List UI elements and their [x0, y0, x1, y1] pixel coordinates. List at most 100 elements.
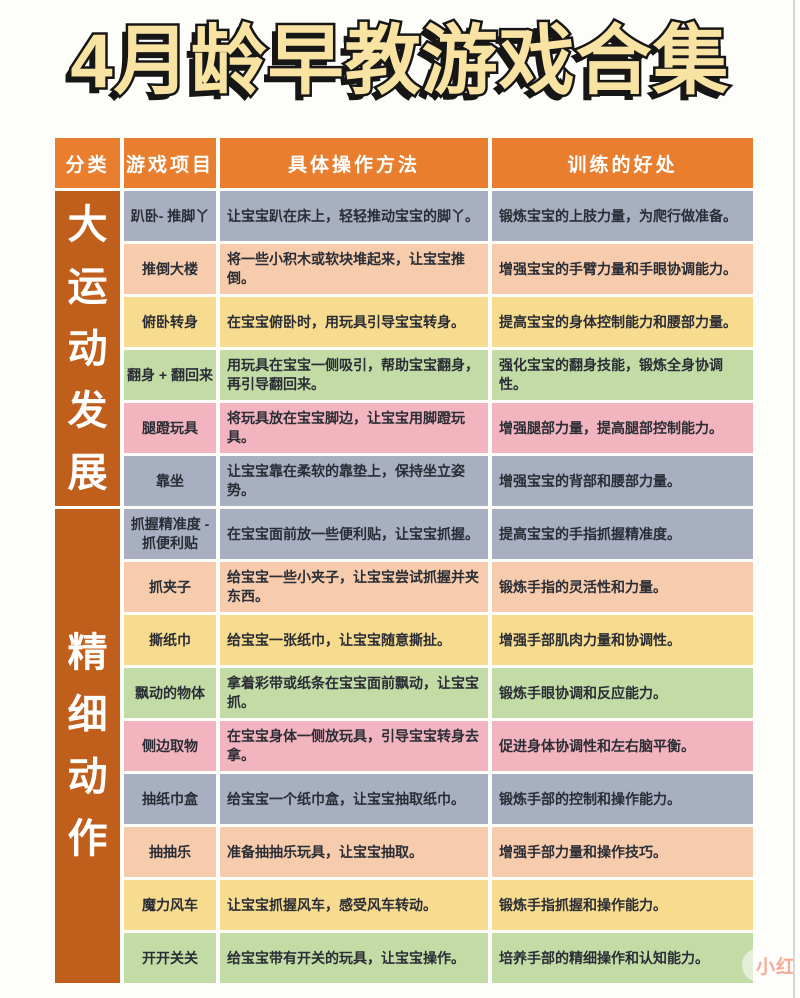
game-name-cell-text: 飘动的物体 — [135, 684, 205, 701]
method-cell: 在宝宝身体一侧放玩具，引导宝宝转身去拿。 — [220, 721, 488, 771]
game-name-cell: 撕纸巾 — [124, 615, 216, 665]
game-name-cell: 推倒大楼 — [124, 244, 216, 294]
game-name-cell: 趴卧- 推脚丫 — [124, 191, 216, 241]
method-cell-text: 用玩具在宝宝一侧吸引，帮助宝宝翻身，再引导翻回来。 — [227, 357, 479, 392]
method-cell-text: 在宝宝身体一侧放玩具，引导宝宝转身去拿。 — [227, 728, 479, 763]
game-name-cell-text: 趴卧- 推脚丫 — [130, 207, 210, 224]
game-name-cell: 腿蹬玩具 — [124, 403, 216, 453]
game-name-cell-text: 抽抽乐 — [149, 843, 191, 860]
benefit-cell-text: 锻炼手眼协调和反应能力。 — [499, 684, 667, 701]
benefit-cell-text: 增强手部力量和操作技巧。 — [499, 843, 667, 860]
method-cell-text: 让宝宝趴在床上，轻轻推动宝宝的脚丫。 — [227, 207, 479, 224]
method-cell-text: 在宝宝面前放一些便利贴，让宝宝抓握。 — [227, 525, 479, 542]
category-char: 动 — [67, 326, 108, 371]
game-name-cell-text: 推倒大楼 — [142, 260, 198, 277]
category-char: 大 — [67, 202, 108, 247]
watermark-text: 小红 — [756, 956, 797, 978]
method-cell: 让宝宝趴在床上，轻轻推动宝宝的脚丫。 — [220, 191, 488, 241]
column-header-benefit: 训练的好处 — [492, 138, 753, 188]
method-cell: 给宝宝一个纸巾盒，让宝宝抽取纸巾。 — [220, 774, 488, 824]
benefit-cell: 锻炼宝宝的上肢力量，为爬行做准备。 — [492, 191, 753, 241]
method-cell-text: 给宝宝一张纸巾，让宝宝随意撕扯。 — [227, 631, 451, 648]
benefit-cell-text: 增强手部肌肉力量和协调性。 — [499, 631, 681, 648]
game-name-cell: 俯卧转身 — [124, 297, 216, 347]
method-cell: 给宝宝一张纸巾，让宝宝随意撕扯。 — [220, 615, 488, 665]
benefit-cell-text: 强化宝宝的翻身技能，锻炼全身协调性。 — [499, 357, 723, 392]
benefit-cell: 强化宝宝的翻身技能，锻炼全身协调性。 — [492, 350, 753, 400]
method-cell: 给宝宝一些小夹子，让宝宝尝试抓握并夹东西。 — [220, 562, 488, 612]
category-char: 精 — [67, 631, 108, 675]
game-name-cell-text: 翻身 + 翻回来 — [127, 366, 213, 383]
game-name-cell: 翻身 + 翻回来 — [124, 350, 216, 400]
benefit-cell-text: 培养手部的精细操作和认知能力。 — [499, 949, 709, 966]
benefit-cell: 增强手部力量和操作技巧。 — [492, 827, 753, 877]
method-cell: 让宝宝靠在柔软的靠垫上，保持坐立姿势。 — [220, 456, 488, 506]
game-name-cell-text: 靠坐 — [156, 472, 184, 489]
method-cell: 将一些小积木或软块堆起来，让宝宝推倒。 — [220, 244, 488, 294]
benefit-cell: 增强宝宝的手臂力量和手眼协调能力。 — [492, 244, 753, 294]
method-cell: 用玩具在宝宝一侧吸引，帮助宝宝翻身，再引导翻回来。 — [220, 350, 488, 400]
method-cell-text: 在宝宝俯卧时，用玩具引导宝宝转身。 — [227, 313, 465, 330]
game-name-cell: 抓握精准度 - 抓便利贴 — [124, 509, 216, 559]
game-name-cell-text: 腿蹬玩具 — [142, 419, 198, 436]
category-char: 作 — [67, 817, 108, 861]
method-cell-text: 准备抽抽乐玩具，让宝宝抽取。 — [227, 843, 423, 860]
game-name-cell-text: 侧边取物 — [142, 737, 198, 754]
method-cell: 给宝宝带有开关的玩具，让宝宝操作。 — [220, 933, 488, 983]
game-name-cell-text: 抓握精准度 - 抓便利贴 — [130, 516, 210, 551]
method-cell-text: 将一些小积木或软块堆起来，让宝宝推倒。 — [227, 251, 465, 286]
benefit-cell: 锻炼手部的控制和操作能力。 — [492, 774, 753, 824]
game-name-cell-text: 撕纸巾 — [149, 631, 191, 648]
game-name-cell-text: 抓夹子 — [149, 578, 191, 595]
method-cell-text: 拿着彩带或纸条在宝宝面前飘动，让宝宝抓。 — [227, 675, 479, 710]
category-char: 展 — [67, 450, 108, 495]
column-header-game: 游戏项目 — [124, 138, 216, 188]
benefit-cell-text: 提高宝宝的身体控制能力和腰部力量。 — [499, 313, 737, 330]
page-title: 4月龄早教游戏合集 — [68, 17, 731, 107]
benefit-cell: 增强腿部力量，提高腿部控制能力。 — [492, 403, 753, 453]
benefit-cell-text: 提高宝宝的手指抓握精准度。 — [499, 525, 681, 542]
benefit-cell: 增强手部肌肉力量和协调性。 — [492, 615, 753, 665]
game-name-cell: 开开关关 — [124, 933, 216, 983]
method-cell: 准备抽抽乐玩具，让宝宝抽取。 — [220, 827, 488, 877]
benefit-cell-text: 锻炼宝宝的上肢力量，为爬行做准备。 — [499, 207, 737, 224]
game-name-cell: 靠坐 — [124, 456, 216, 506]
game-name-cell: 飘动的物体 — [124, 668, 216, 718]
benefit-cell: 锻炼手眼协调和反应能力。 — [492, 668, 753, 718]
method-cell: 将玩具放在宝宝脚边，让宝宝用脚蹬玩具。 — [220, 403, 488, 453]
category-label-fine-motor: 精细动作 — [55, 509, 120, 983]
benefit-cell-text: 增强宝宝的手臂力量和手眼协调能力。 — [499, 260, 737, 277]
games-table: 分类 游戏项目 具体操作方法 训练的好处大运动发展精细动作趴卧- 推脚丫 让宝宝趴在床上… — [55, 138, 753, 983]
game-name-cell-text: 开开关关 — [142, 949, 198, 966]
benefit-cell-text: 增强宝宝的背部和腰部力量。 — [499, 472, 681, 489]
benefit-cell: 增强宝宝的背部和腰部力量。 — [492, 456, 753, 506]
method-cell-text: 给宝宝一个纸巾盒，让宝宝抽取纸巾。 — [227, 790, 465, 807]
method-cell-text: 给宝宝带有开关的玩具，让宝宝操作。 — [227, 949, 465, 966]
category-char: 发 — [67, 388, 108, 433]
category-char: 运 — [67, 264, 108, 309]
benefit-cell-text: 锻炼手部的控制和操作能力。 — [499, 790, 681, 807]
game-name-cell: 抽纸巾盒 — [124, 774, 216, 824]
method-cell: 拿着彩带或纸条在宝宝面前飘动，让宝宝抓。 — [220, 668, 488, 718]
benefit-cell-text: 锻炼手指抓握和操作能力。 — [499, 896, 667, 913]
method-cell-text: 让宝宝抓握风车，感受风车转动。 — [227, 896, 437, 913]
benefit-cell: 锻炼手指抓握和操作能力。 — [492, 880, 753, 930]
game-name-cell: 抽抽乐 — [124, 827, 216, 877]
column-header-method: 具体操作方法 — [220, 138, 488, 188]
category-char: 动 — [67, 755, 108, 799]
game-name-cell-text: 魔力风车 — [142, 896, 198, 913]
benefit-cell: 促进身体协调性和左右脑平衡。 — [492, 721, 753, 771]
method-cell: 在宝宝俯卧时，用玩具引导宝宝转身。 — [220, 297, 488, 347]
method-cell-text: 给宝宝一些小夹子，让宝宝尝试抓握并夹东西。 — [227, 569, 479, 604]
game-name-cell: 侧边取物 — [124, 721, 216, 771]
method-cell: 让宝宝抓握风车，感受风车转动。 — [220, 880, 488, 930]
category-char: 细 — [67, 693, 108, 737]
benefit-cell: 培养手部的精细操作和认知能力。 — [492, 933, 753, 983]
watermark-badge: 小红 — [742, 948, 800, 982]
game-name-cell: 抓夹子 — [124, 562, 216, 612]
benefit-cell: 锻炼手指的灵活性和力量。 — [492, 562, 753, 612]
method-cell: 在宝宝面前放一些便利贴，让宝宝抓握。 — [220, 509, 488, 559]
game-name-cell: 魔力风车 — [124, 880, 216, 930]
column-header-category: 分类 — [55, 138, 120, 188]
game-name-cell-text: 抽纸巾盒 — [142, 790, 198, 807]
